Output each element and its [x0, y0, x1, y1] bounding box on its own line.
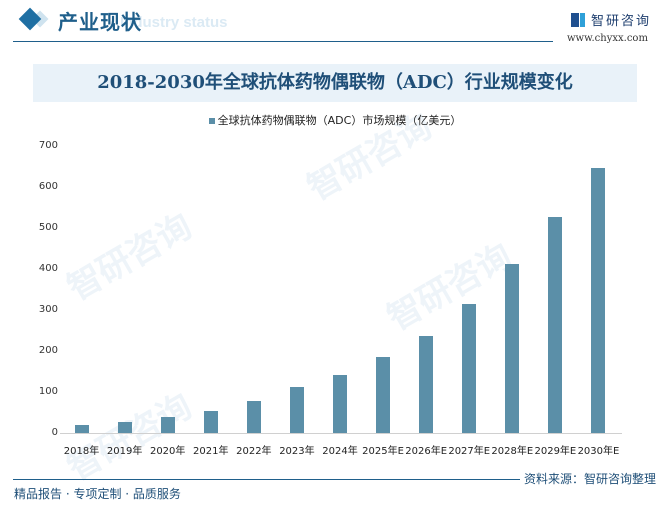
footer-source: 资料来源：智研咨询整理 [519, 470, 656, 487]
bar [376, 357, 391, 433]
footer-slogan: 精品报告 · 专项定制 · 品质服务 [14, 487, 181, 501]
x-tick-label: 2021年 [193, 446, 229, 457]
x-tick-label: 2018年 [63, 446, 100, 457]
brand-logo: 智研咨询 [571, 10, 651, 29]
bar [203, 410, 218, 433]
x-tick-label: 2020年 [149, 446, 186, 457]
y-tick-label: 300 [38, 304, 58, 315]
chart-title-band: 2018-2030年全球抗体药物偶联物（ADC）行业规模变化 [33, 64, 637, 102]
x-tick-label: 2019年 [106, 446, 143, 457]
y-tick-label: 500 [38, 222, 58, 233]
x-tick-label: 2022年 [236, 446, 272, 457]
logo-icon [571, 12, 585, 27]
logo-url: www.chyxx.com [567, 33, 648, 44]
bar [160, 417, 175, 433]
y-tick-label: 100 [38, 386, 58, 397]
x-tick-label: 2024年 [322, 446, 358, 457]
x-axis-line [60, 433, 622, 434]
diamond-icon [18, 7, 42, 31]
bar [419, 335, 434, 433]
bar [117, 421, 132, 433]
y-tick-label: 700 [38, 140, 58, 151]
bar [333, 375, 347, 433]
bar [246, 401, 261, 433]
section-subtitle: Industry status [120, 14, 228, 31]
plot-area [60, 146, 620, 433]
x-tick-label: 2028年E [491, 446, 534, 457]
bar [289, 387, 304, 433]
x-tick-label: 2023年 [279, 446, 315, 457]
bar [591, 168, 606, 433]
chart-title: 2018-2030年全球抗体药物偶联物（ADC）行业规模变化 [97, 72, 573, 93]
x-tick-label: 2026年E [405, 446, 448, 457]
x-tick-label: 2029年E [534, 446, 577, 457]
chart-legend: 全球抗体药物偶联物（ADC）市场规模（亿美元） [0, 112, 670, 128]
x-tick-label: 2030年E [577, 446, 620, 457]
logo-name: 智研咨询 [591, 14, 652, 29]
bar [462, 303, 477, 433]
page-header: Industry status 产业现状 智研咨询 www.chyxx.com [0, 0, 670, 45]
header-divider [13, 41, 553, 42]
x-tick-label: 2025年E [362, 446, 404, 457]
y-tick-label: 600 [38, 181, 58, 192]
legend-swatch-icon [208, 118, 215, 124]
bar [74, 424, 89, 433]
legend-label: 全球抗体药物偶联物（ADC）市场规模（亿美元） [217, 114, 462, 127]
y-tick-label: 400 [38, 263, 58, 274]
x-tick-label: 2027年E [448, 446, 491, 457]
y-tick-label: 0 [51, 427, 58, 438]
bar [548, 216, 563, 433]
footer-divider [13, 479, 653, 480]
section-title: 产业现状 [58, 10, 142, 34]
bar [505, 264, 520, 433]
y-tick-label: 200 [38, 345, 58, 356]
